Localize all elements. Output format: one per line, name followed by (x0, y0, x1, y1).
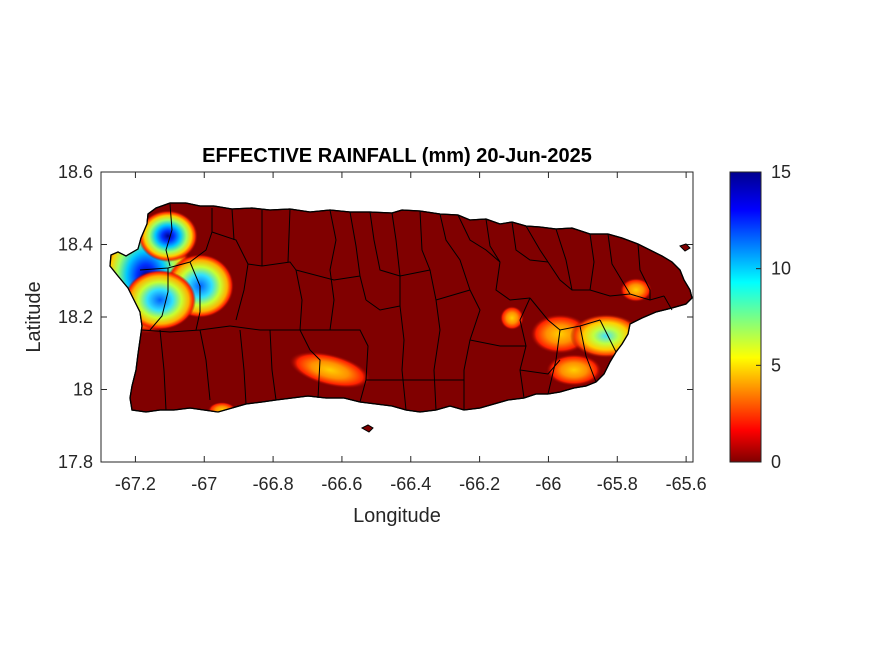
municipality-border (141, 325, 231, 333)
y-tick-label: 17.8 (58, 452, 93, 472)
municipality-border (261, 261, 297, 271)
colorbar: 0 5 10 15 (729, 162, 791, 472)
municipality-border (295, 269, 361, 281)
x-tick-label: -67 (191, 474, 217, 494)
y-tick-label: 18.4 (58, 235, 93, 255)
rain-area-south-central (289, 351, 371, 389)
x-axis: -67.2 -67 -66.8 -66.6 -66.4 -66.2 -66 -65.8 -65.… (115, 172, 707, 494)
municipality-border (637, 243, 651, 300)
municipality-border (599, 319, 617, 353)
caja-de-muertos-island (360, 424, 374, 433)
municipality-border (607, 233, 631, 295)
municipality-border (199, 329, 211, 401)
x-tick-label: -66.2 (459, 474, 500, 494)
municipality-border (439, 213, 471, 291)
municipality-border (330, 329, 369, 403)
y-tick-label: 18.6 (58, 162, 93, 182)
municipality-border (287, 208, 291, 263)
municipality-border (391, 212, 401, 306)
municipality-border (235, 263, 249, 321)
island-map (109, 202, 693, 433)
colorbar-ticks: 0 5 10 15 (756, 162, 791, 472)
municipality-border (189, 261, 201, 331)
municipality-border (231, 208, 235, 241)
municipality-border (525, 225, 549, 263)
rain-area-northeast (620, 278, 652, 302)
municipality-border (433, 299, 441, 411)
x-axis-label: Longitude (353, 505, 441, 527)
coastline (109, 202, 693, 413)
municipality-border (399, 269, 431, 277)
municipality-border (435, 289, 471, 301)
culebra-fragment (679, 243, 691, 252)
municipality-border (229, 325, 330, 331)
municipality-border (159, 329, 167, 411)
rain-area-gurabo (500, 306, 524, 330)
municipality-border (239, 329, 247, 405)
y-tick-label: 18 (73, 380, 93, 400)
municipality-border (211, 231, 263, 267)
municipality-border (299, 329, 321, 399)
municipality-border (139, 208, 213, 271)
municipality-border (295, 269, 303, 331)
municipality-border (349, 211, 367, 301)
x-tick-label: -66.8 (253, 474, 294, 494)
colorbar-tick-label: 5 (771, 355, 781, 375)
rain-area-southwest (208, 402, 236, 412)
x-tick-label: -66.4 (390, 474, 431, 494)
municipality-border (419, 210, 437, 301)
rain-area-mayaguez (124, 270, 196, 330)
municipality-border (269, 329, 277, 401)
municipality-border (399, 305, 407, 411)
municipality-border (369, 211, 401, 277)
rainfall-overlay (110, 210, 652, 412)
chart-title: EFFECTIVE RAINFALL (mm) 20-Jun-2025 (202, 145, 592, 167)
y-axis: 17.8 18 18.2 18.4 18.6 (58, 162, 693, 472)
colorbar-gradient (729, 171, 762, 463)
municipality-border (519, 359, 561, 375)
colorbar-tick-label: 0 (771, 452, 781, 472)
municipality-border (469, 339, 526, 347)
rain-area-aguadilla (138, 210, 198, 262)
municipality-border (589, 233, 595, 291)
municipality-border (547, 329, 561, 395)
municipality-border (149, 268, 169, 331)
municipality-border (365, 299, 401, 311)
y-tick-label: 18.2 (58, 307, 93, 327)
x-tick-label: -67.2 (115, 474, 156, 494)
municipality-border (457, 214, 501, 263)
x-tick-label: -66 (535, 474, 561, 494)
municipality-borders (139, 203, 673, 411)
municipality-border (555, 228, 573, 291)
colorbar-tick-label: 15 (771, 162, 791, 182)
x-tick-label: -65.8 (597, 474, 638, 494)
x-tick-label: -66.6 (321, 474, 362, 494)
y-axis-label: Latitude (23, 281, 45, 352)
municipality-border (329, 209, 337, 331)
municipality-border (579, 325, 597, 383)
x-tick-label: -65.6 (666, 474, 707, 494)
colorbar-tick-label: 10 (771, 259, 791, 279)
rain-area-yabucoa (546, 354, 602, 386)
municipality-border (485, 218, 501, 263)
municipality-border (663, 295, 673, 311)
municipality-border (511, 221, 549, 263)
municipality-border (495, 261, 531, 301)
municipality-border (547, 261, 590, 291)
municipality-border (165, 203, 173, 267)
